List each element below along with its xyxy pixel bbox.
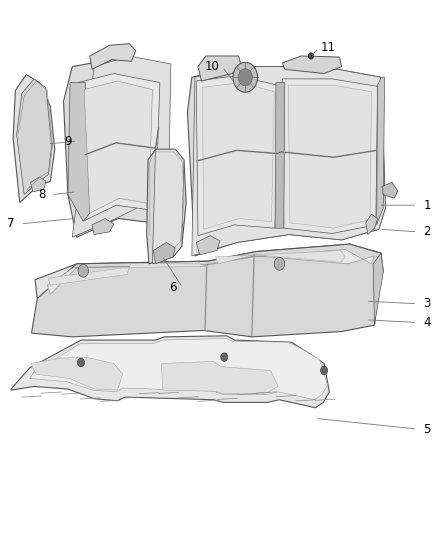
- Text: 7: 7: [7, 217, 15, 230]
- Polygon shape: [35, 244, 383, 298]
- Text: 3: 3: [424, 297, 431, 310]
- Polygon shape: [68, 83, 90, 221]
- Polygon shape: [366, 214, 378, 235]
- Polygon shape: [161, 361, 278, 393]
- Polygon shape: [31, 357, 123, 390]
- Polygon shape: [275, 83, 285, 228]
- Circle shape: [321, 366, 328, 375]
- Polygon shape: [17, 79, 52, 195]
- Circle shape: [78, 264, 88, 277]
- Polygon shape: [373, 253, 383, 325]
- Text: 5: 5: [424, 423, 431, 435]
- Polygon shape: [196, 236, 220, 255]
- Polygon shape: [47, 249, 374, 294]
- Polygon shape: [382, 182, 398, 198]
- Polygon shape: [215, 251, 345, 264]
- Polygon shape: [90, 44, 136, 69]
- Polygon shape: [283, 79, 378, 233]
- Polygon shape: [202, 83, 274, 229]
- Polygon shape: [13, 75, 55, 203]
- Circle shape: [274, 257, 285, 270]
- Circle shape: [78, 358, 85, 367]
- Text: 1: 1: [423, 199, 431, 212]
- Polygon shape: [72, 56, 171, 237]
- Polygon shape: [152, 149, 184, 264]
- Polygon shape: [283, 56, 342, 74]
- Circle shape: [308, 53, 314, 59]
- Text: 2: 2: [423, 225, 431, 238]
- Polygon shape: [192, 67, 385, 256]
- Text: 10: 10: [205, 60, 220, 73]
- Polygon shape: [147, 149, 186, 264]
- Text: 9: 9: [64, 135, 72, 148]
- Text: 4: 4: [423, 316, 431, 329]
- Polygon shape: [64, 59, 169, 237]
- Polygon shape: [84, 81, 152, 213]
- Polygon shape: [196, 76, 278, 236]
- Polygon shape: [78, 74, 160, 221]
- Polygon shape: [32, 244, 381, 337]
- Polygon shape: [11, 336, 329, 408]
- Polygon shape: [48, 264, 205, 285]
- Text: 8: 8: [38, 188, 45, 201]
- Polygon shape: [288, 85, 371, 228]
- Polygon shape: [92, 219, 114, 235]
- Circle shape: [221, 353, 228, 361]
- Polygon shape: [31, 177, 46, 192]
- Polygon shape: [30, 338, 328, 400]
- Text: 11: 11: [321, 42, 336, 54]
- Polygon shape: [187, 67, 385, 256]
- Polygon shape: [233, 62, 258, 92]
- Polygon shape: [153, 243, 175, 264]
- Text: 6: 6: [169, 281, 177, 294]
- Polygon shape: [198, 56, 241, 81]
- Polygon shape: [238, 69, 252, 86]
- Polygon shape: [377, 77, 385, 225]
